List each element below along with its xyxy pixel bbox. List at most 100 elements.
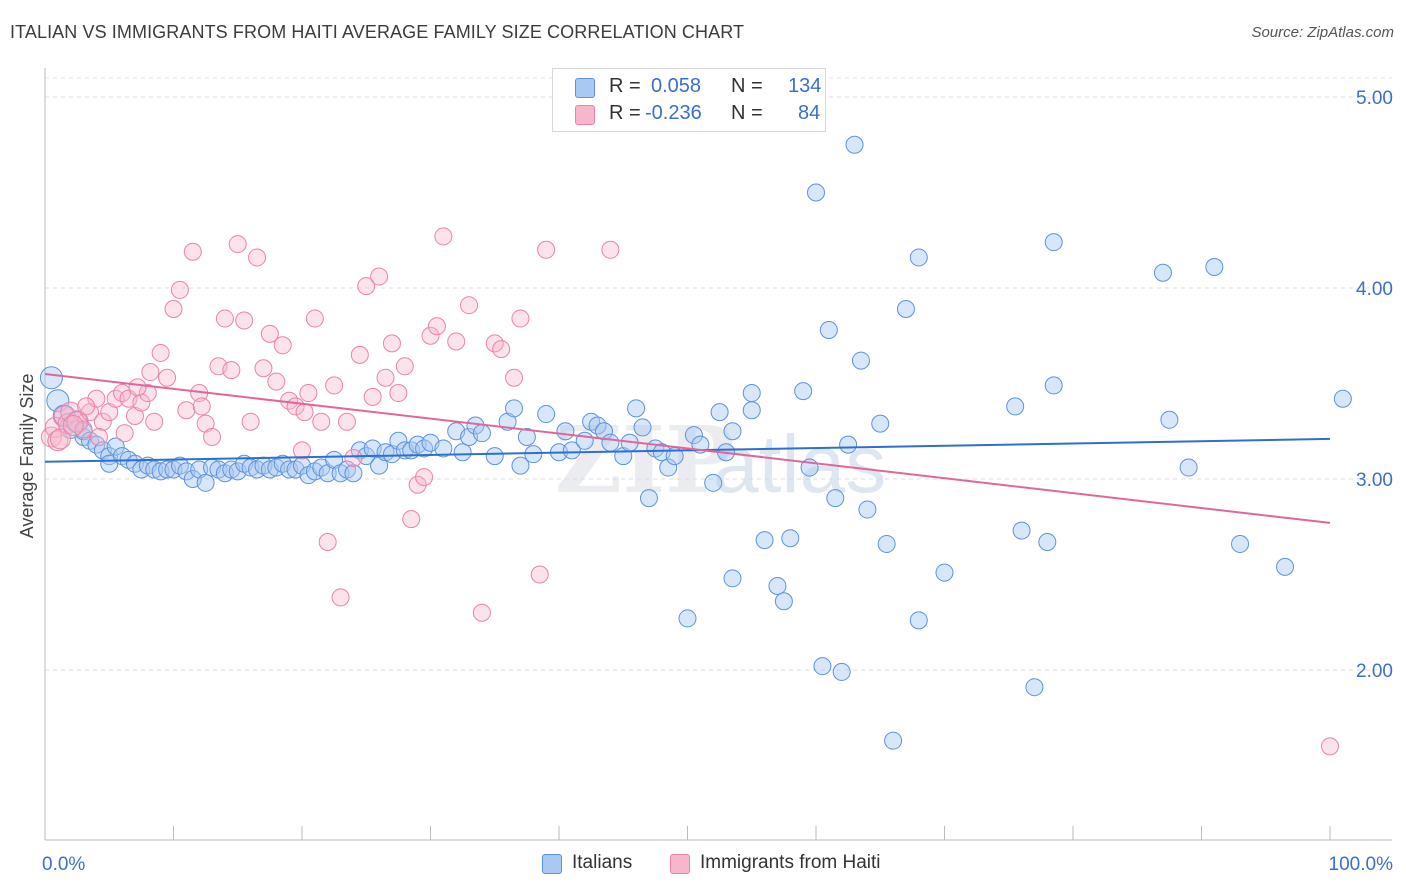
data-point-italians bbox=[832, 662, 851, 681]
bottom-swatch-haiti bbox=[670, 854, 690, 874]
data-point-italians bbox=[755, 531, 774, 550]
legend-r-label: R = bbox=[609, 102, 641, 124]
data-point-italians bbox=[884, 731, 903, 750]
data-point-haiti bbox=[492, 340, 511, 359]
x-tick-label-end: 100.0% bbox=[1329, 854, 1394, 875]
data-point-haiti bbox=[44, 416, 66, 438]
data-point-italians bbox=[1276, 557, 1295, 576]
data-point-haiti bbox=[472, 603, 491, 622]
data-point-haiti bbox=[87, 389, 106, 408]
data-point-haiti bbox=[62, 415, 84, 437]
data-point-italians bbox=[819, 321, 838, 340]
data-point-italians bbox=[710, 403, 729, 422]
trend-line-haiti bbox=[44, 372, 1331, 524]
x-tick-label-start: 0.0% bbox=[42, 854, 85, 875]
data-point-haiti bbox=[357, 277, 376, 296]
data-point-italians bbox=[556, 422, 575, 441]
trend-lines bbox=[44, 372, 1331, 524]
legend-r-value: 0.058 bbox=[651, 75, 702, 97]
data-point-italians bbox=[1038, 533, 1057, 552]
data-point-italians bbox=[774, 592, 793, 611]
data-point-italians bbox=[511, 456, 530, 475]
data-point-haiti bbox=[305, 309, 324, 328]
data-point-italians bbox=[1179, 458, 1198, 477]
data-point-haiti bbox=[151, 343, 170, 362]
data-point-haiti bbox=[370, 267, 389, 286]
data-point-italians bbox=[39, 366, 63, 390]
data-point-haiti bbox=[415, 468, 434, 487]
data-point-haiti bbox=[382, 334, 401, 353]
data-point-haiti bbox=[273, 336, 292, 355]
data-point-italians bbox=[858, 500, 877, 519]
data-point-haiti bbox=[248, 248, 267, 267]
data-point-haiti bbox=[267, 372, 286, 391]
data-point-italians bbox=[704, 473, 723, 492]
data-point-italians bbox=[768, 576, 787, 595]
data-point-italians bbox=[877, 534, 896, 553]
tick-labels: 2.00 3.00 4.00 5.00 0.0% 100.0% Average Family… bbox=[17, 88, 1393, 875]
data-point-italians bbox=[896, 300, 915, 319]
data-point-haiti bbox=[408, 475, 427, 494]
data-point-haiti bbox=[177, 401, 196, 420]
data-point-italians bbox=[627, 399, 646, 418]
data-point-haiti bbox=[141, 363, 160, 382]
bottom-legend-label: Immigrants from Haiti bbox=[700, 852, 881, 873]
data-point-haiti bbox=[376, 368, 395, 387]
bottom-swatch-italians bbox=[542, 854, 562, 874]
data-point-italians bbox=[723, 422, 742, 441]
data-point-haiti bbox=[511, 309, 530, 328]
data-point-haiti bbox=[421, 326, 440, 345]
data-point-italians bbox=[485, 447, 504, 466]
data-point-haiti bbox=[505, 368, 524, 387]
data-point-haiti bbox=[601, 240, 620, 259]
legend-swatch-italians bbox=[575, 78, 595, 98]
data-point-italians bbox=[794, 382, 813, 401]
data-point-haiti bbox=[203, 427, 222, 446]
bottom-legend-label: Italians bbox=[572, 852, 633, 873]
data-point-italians bbox=[633, 418, 652, 437]
legend-n-label: N = bbox=[731, 102, 763, 124]
data-point-haiti bbox=[254, 359, 273, 378]
legend-swatch-haiti bbox=[575, 105, 595, 125]
data-point-haiti bbox=[434, 227, 453, 246]
data-point-italians bbox=[601, 433, 620, 452]
data-point-italians bbox=[639, 489, 658, 508]
y-tick-label: 2.00 bbox=[1356, 661, 1393, 682]
data-point-italians bbox=[839, 435, 858, 454]
trend-line-italians bbox=[44, 437, 1331, 463]
data-point-italians bbox=[562, 441, 581, 460]
data-point-italians bbox=[1153, 263, 1172, 282]
data-point-haiti bbox=[312, 412, 331, 431]
gridlines bbox=[45, 77, 1392, 671]
data-point-haiti bbox=[1321, 737, 1339, 756]
data-point-haiti bbox=[331, 588, 350, 607]
data-point-haiti bbox=[138, 384, 157, 403]
data-point-haiti bbox=[427, 317, 446, 336]
data-point-italians bbox=[1025, 678, 1044, 697]
data-point-haiti bbox=[115, 424, 134, 443]
data-point-haiti bbox=[89, 427, 108, 446]
data-point-haiti bbox=[183, 242, 202, 261]
data-point-italians bbox=[1012, 521, 1031, 540]
data-point-italians bbox=[909, 611, 928, 630]
chart-title: ITALIAN VS IMMIGRANTS FROM HAITI AVERAGE… bbox=[10, 22, 745, 42]
data-point-haiti bbox=[215, 309, 234, 328]
data-point-italians bbox=[389, 431, 408, 450]
axes bbox=[44, 68, 1392, 841]
data-point-haiti bbox=[235, 311, 254, 330]
data-point-italians bbox=[537, 405, 556, 424]
watermark-zip: ZIP bbox=[555, 406, 734, 514]
correlation-legend: R = 0.058 N = 134 R = -0.236 N = 84 bbox=[552, 68, 826, 132]
data-point-italians bbox=[1231, 534, 1250, 553]
data-point-haiti bbox=[530, 565, 549, 584]
data-point-haiti bbox=[222, 361, 241, 380]
data-point-haiti bbox=[93, 412, 112, 431]
y-tick-label: 5.00 bbox=[1356, 88, 1393, 109]
data-point-italians bbox=[909, 248, 928, 267]
data-point-haiti bbox=[337, 412, 356, 431]
legend-n-value: 134 bbox=[788, 75, 822, 97]
data-point-italians bbox=[935, 563, 954, 582]
data-point-haiti bbox=[49, 428, 71, 450]
